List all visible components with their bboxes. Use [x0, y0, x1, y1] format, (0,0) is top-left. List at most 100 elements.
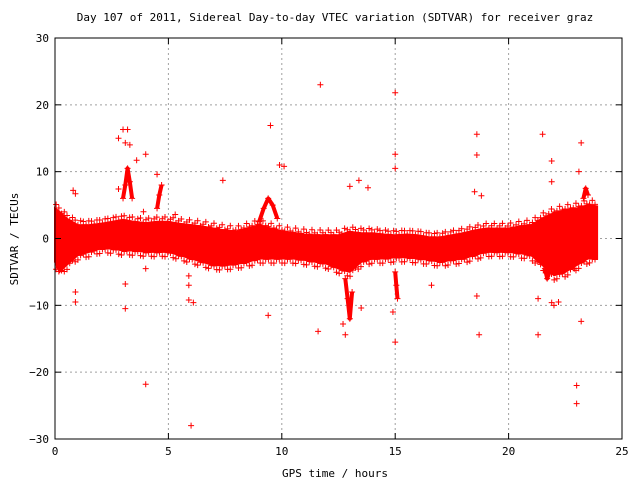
x-tick-label: 25	[615, 445, 628, 458]
band-edge-point	[240, 224, 247, 231]
band-edge-point	[104, 215, 111, 222]
band-edge-point	[66, 217, 73, 224]
band-edge-point	[322, 231, 329, 238]
band-edge-point	[208, 262, 215, 269]
band-edge-point	[227, 222, 234, 229]
bump-point	[394, 295, 401, 302]
band-edge-point	[406, 255, 413, 262]
outlier-point	[317, 81, 324, 88]
band-edge-point	[107, 250, 114, 257]
band-edge-point	[235, 222, 242, 229]
y-tick-label: 30	[36, 32, 49, 45]
band-edge-point	[529, 219, 536, 226]
band-edge-point	[281, 260, 288, 267]
outlier-point	[389, 309, 396, 316]
band-edge-point	[578, 260, 585, 267]
band-edge-point	[183, 258, 190, 265]
band-edge-point	[532, 260, 539, 267]
band-edge-point	[592, 201, 599, 208]
band-edge-point	[434, 262, 441, 269]
band-edge-point	[210, 262, 217, 269]
band-edge-point	[341, 225, 348, 232]
band-edge-point	[265, 256, 272, 263]
band-edge-point	[439, 259, 446, 266]
bump-point	[344, 295, 351, 302]
band-edge-point	[480, 250, 487, 257]
bump-point	[269, 202, 276, 209]
bump-point	[342, 275, 349, 282]
bump-point	[584, 192, 591, 199]
data-bump	[343, 278, 355, 321]
outlier-point	[190, 299, 197, 306]
band-edge-point	[115, 217, 122, 224]
band-edge-point	[186, 256, 193, 263]
band-edge-point	[379, 231, 386, 238]
outlier-point	[578, 139, 585, 146]
outlier-point	[140, 208, 147, 215]
band-edge-point	[583, 260, 590, 267]
band-edge-point	[161, 213, 168, 220]
band-edge-point	[58, 267, 65, 274]
band-edge-point	[521, 220, 528, 227]
x-tick-label: 0	[52, 445, 59, 458]
outlier-point	[539, 131, 546, 138]
band-edge-point	[513, 221, 520, 228]
band-edge-point	[74, 256, 81, 263]
outlier-point	[342, 331, 349, 338]
y-tick-label: −30	[29, 433, 49, 446]
outlier-point	[550, 302, 557, 309]
band-edge-point	[534, 258, 541, 265]
band-edge-point	[210, 220, 217, 227]
band-edge-point	[445, 232, 452, 239]
band-edge-point	[300, 226, 307, 233]
band-edge-point	[355, 229, 362, 236]
band-edge-point	[513, 250, 520, 257]
outlier-point	[72, 288, 79, 295]
band-edge-point	[140, 253, 147, 260]
band-edge-point	[273, 226, 280, 233]
band-edge-point	[230, 262, 237, 269]
bump-point	[260, 205, 267, 212]
band-edge-point	[178, 216, 185, 223]
band-edge-point	[374, 256, 381, 263]
outlier-point	[571, 265, 578, 272]
band-edge-point	[393, 228, 400, 235]
band-edge-point	[314, 263, 321, 270]
outlier-point	[573, 382, 580, 389]
band-edge-point	[64, 212, 71, 219]
band-edge-point	[156, 249, 163, 256]
band-edge-point	[328, 263, 335, 270]
band-edge-point	[83, 222, 90, 229]
outlier-point	[185, 272, 192, 279]
band-edge-point	[88, 218, 95, 225]
outlier-point	[276, 161, 283, 168]
band-edge-point	[246, 262, 253, 269]
band-edge-point	[526, 252, 533, 259]
band-edge-point	[96, 216, 103, 223]
band-edge-point	[404, 231, 411, 238]
band-edge-point	[69, 214, 76, 221]
band-edge-point	[243, 220, 250, 227]
outlier-point	[392, 89, 399, 96]
band-edge-point	[175, 252, 182, 259]
band-edge-point	[118, 251, 125, 258]
band-edge-point	[208, 222, 215, 229]
band-edge-point	[562, 206, 569, 213]
band-edge-point	[336, 270, 343, 277]
band-edge-point	[523, 217, 530, 224]
band-edge-point	[330, 264, 337, 271]
band-edge-point	[417, 228, 424, 235]
band-edge-point	[553, 275, 560, 282]
band-edge-point	[113, 246, 120, 253]
band-edge-point	[396, 255, 403, 262]
band-edge-point	[61, 208, 68, 215]
band-edge-point	[289, 229, 296, 236]
y-tick-label: 0	[42, 233, 49, 246]
outlier-point	[142, 381, 149, 388]
chart-title: Day 107 of 2011, Sidereal Day-to-day VTE…	[77, 11, 594, 24]
band-edge-point	[254, 256, 261, 263]
y-tick-label: 20	[36, 99, 49, 112]
bump-point	[120, 195, 127, 202]
band-edge-point	[170, 254, 177, 261]
